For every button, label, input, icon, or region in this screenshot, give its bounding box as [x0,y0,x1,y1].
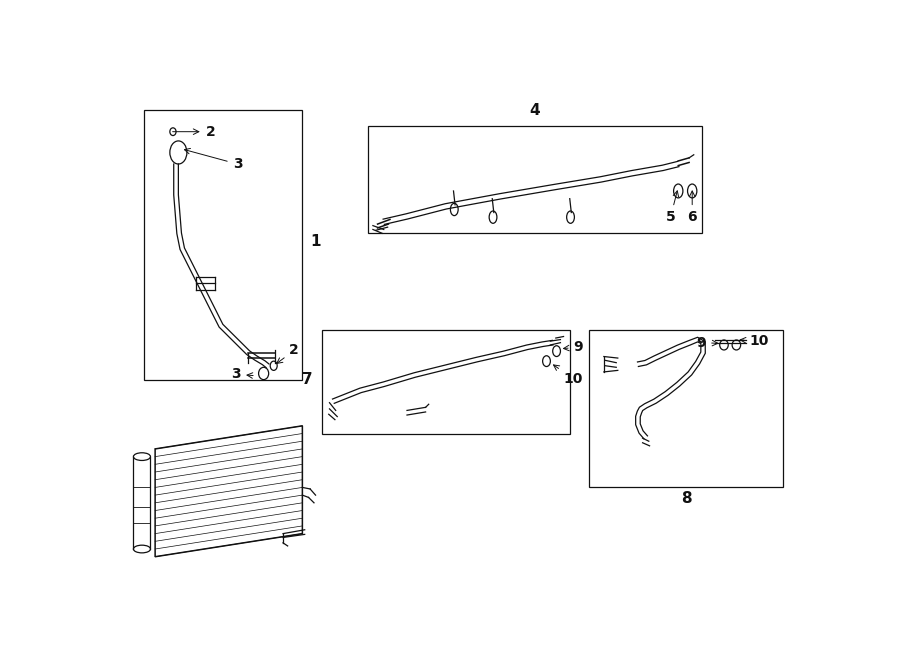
Text: 3: 3 [184,149,242,171]
Text: 10: 10 [740,334,769,348]
Text: 2: 2 [173,125,215,139]
Text: 9: 9 [697,336,718,350]
Text: 8: 8 [680,492,691,506]
Text: 2: 2 [277,343,299,364]
Text: 10: 10 [554,365,583,386]
Text: 4: 4 [529,102,540,118]
Text: 5: 5 [666,191,679,224]
Text: 1: 1 [310,233,320,249]
Text: 6: 6 [688,191,697,224]
Text: 9: 9 [563,340,583,354]
Text: 7: 7 [302,372,313,387]
Text: 3: 3 [230,368,253,381]
